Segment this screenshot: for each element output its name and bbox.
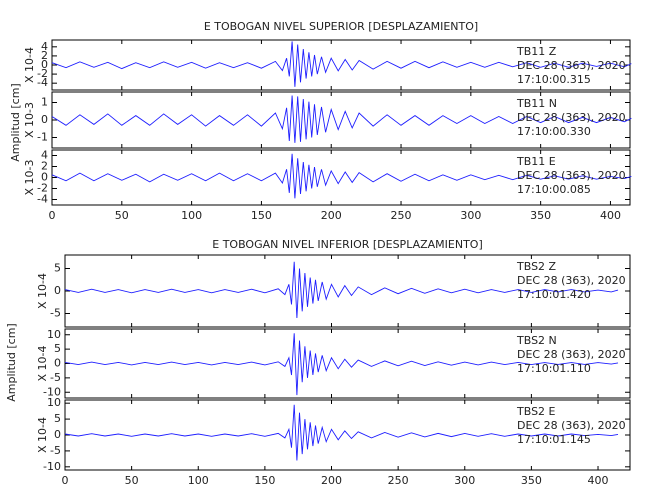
y-tick-label: 4: [41, 40, 48, 53]
waveform: [64, 404, 619, 461]
scale-label: X 10-4: [36, 417, 49, 453]
trace-annotation: DEC 28 (363), 2020: [517, 348, 626, 361]
y-tick-label: 5: [54, 342, 61, 355]
y-tick-label: 0: [54, 284, 61, 297]
y-tick-label: 0: [54, 357, 61, 370]
trace-annotation: TBS2 E: [516, 405, 556, 418]
scale-label: X 10-3: [23, 102, 36, 138]
y-tick-label: 5: [54, 412, 61, 425]
y-tick-label: 0: [41, 58, 48, 71]
x-tick-label: 400: [588, 474, 609, 487]
x-tick-label: 0: [49, 209, 56, 222]
trace-annotation: 17:10:00.315: [517, 73, 591, 86]
y-tick-label: 0: [41, 113, 48, 126]
x-tick-label: 350: [521, 474, 542, 487]
y-tick-label: -5: [50, 444, 61, 457]
y-axis-label: Amplitud [cm]: [9, 83, 22, 161]
trace-annotation: 17:10:01.420: [517, 288, 591, 301]
y-tick-label: -10: [43, 460, 61, 473]
y-tick-label: 1: [41, 96, 48, 109]
x-tick-label: 400: [600, 209, 621, 222]
x-tick-label: 50: [125, 474, 139, 487]
trace-annotation: 17:10:01.110: [517, 362, 591, 375]
waveform: [51, 153, 632, 199]
waveform: [64, 261, 619, 319]
x-tick-label: 150: [254, 474, 275, 487]
x-tick-label: 200: [321, 209, 342, 222]
y-tick-label: 0: [54, 428, 61, 441]
x-tick-label: 300: [454, 474, 475, 487]
trace-annotation: TB11 Z: [516, 45, 557, 58]
trace-annotation: 17:10:00.330: [517, 125, 591, 138]
x-tick-label: 300: [460, 209, 481, 222]
x-tick-label: 100: [188, 474, 209, 487]
x-tick-label: 50: [115, 209, 129, 222]
y-tick-label: 0: [41, 171, 48, 184]
waveform: [51, 41, 632, 87]
chart-title: E TOBOGAN NIVEL INFERIOR [DESPLAZAMIENTO…: [212, 238, 483, 251]
trace-annotation: 17:10:00.085: [517, 183, 591, 196]
y-tick-label: -1: [37, 131, 48, 144]
y-tick-label: -2: [37, 67, 48, 80]
y-tick-label: -4: [37, 193, 48, 206]
chart-title: E TOBOGAN NIVEL SUPERIOR [DESPLAZAMIENTO…: [204, 20, 478, 33]
trace-annotation: TBS2 N: [516, 334, 557, 347]
scale-label: X 10-3: [23, 160, 36, 196]
waveform: [51, 95, 632, 143]
trace-annotation: DEC 28 (363), 2020: [517, 274, 626, 287]
y-axis-label: Amplitud [cm]: [5, 323, 18, 401]
y-tick-label: -10: [43, 385, 61, 398]
scale-label: X 10-4: [36, 346, 49, 382]
waveform: [64, 333, 619, 396]
x-tick-label: 350: [530, 209, 551, 222]
trace-annotation: DEC 28 (363), 2020: [517, 111, 626, 124]
y-tick-label: -4: [37, 76, 48, 89]
trace-annotation: DEC 28 (363), 2020: [517, 59, 626, 72]
trace-annotation: TBS2 Z: [516, 260, 557, 273]
scale-label: X 10-4: [36, 273, 49, 309]
x-tick-label: 100: [181, 209, 202, 222]
x-tick-label: 0: [62, 474, 69, 487]
trace-annotation: DEC 28 (363), 2020: [517, 169, 626, 182]
y-tick-label: 4: [41, 149, 48, 162]
trace-annotation: DEC 28 (363), 2020: [517, 419, 626, 432]
x-tick-label: 250: [391, 209, 412, 222]
x-tick-label: 150: [251, 209, 272, 222]
trace-annotation: TB11 N: [516, 97, 557, 110]
x-tick-label: 200: [321, 474, 342, 487]
y-tick-label: 5: [54, 262, 61, 275]
y-tick-label: 2: [41, 49, 48, 62]
y-tick-label: -5: [50, 371, 61, 384]
y-tick-label: -2: [37, 182, 48, 195]
y-tick-label: 10: [47, 396, 61, 409]
trace-annotation: 17:10:01.145: [517, 433, 591, 446]
scale-label: X 10-4: [23, 47, 36, 83]
x-tick-label: 250: [388, 474, 409, 487]
y-tick-label: 2: [41, 160, 48, 173]
trace-annotation: TB11 E: [516, 155, 556, 168]
y-tick-label: 10: [47, 328, 61, 341]
y-tick-label: -5: [50, 307, 61, 320]
